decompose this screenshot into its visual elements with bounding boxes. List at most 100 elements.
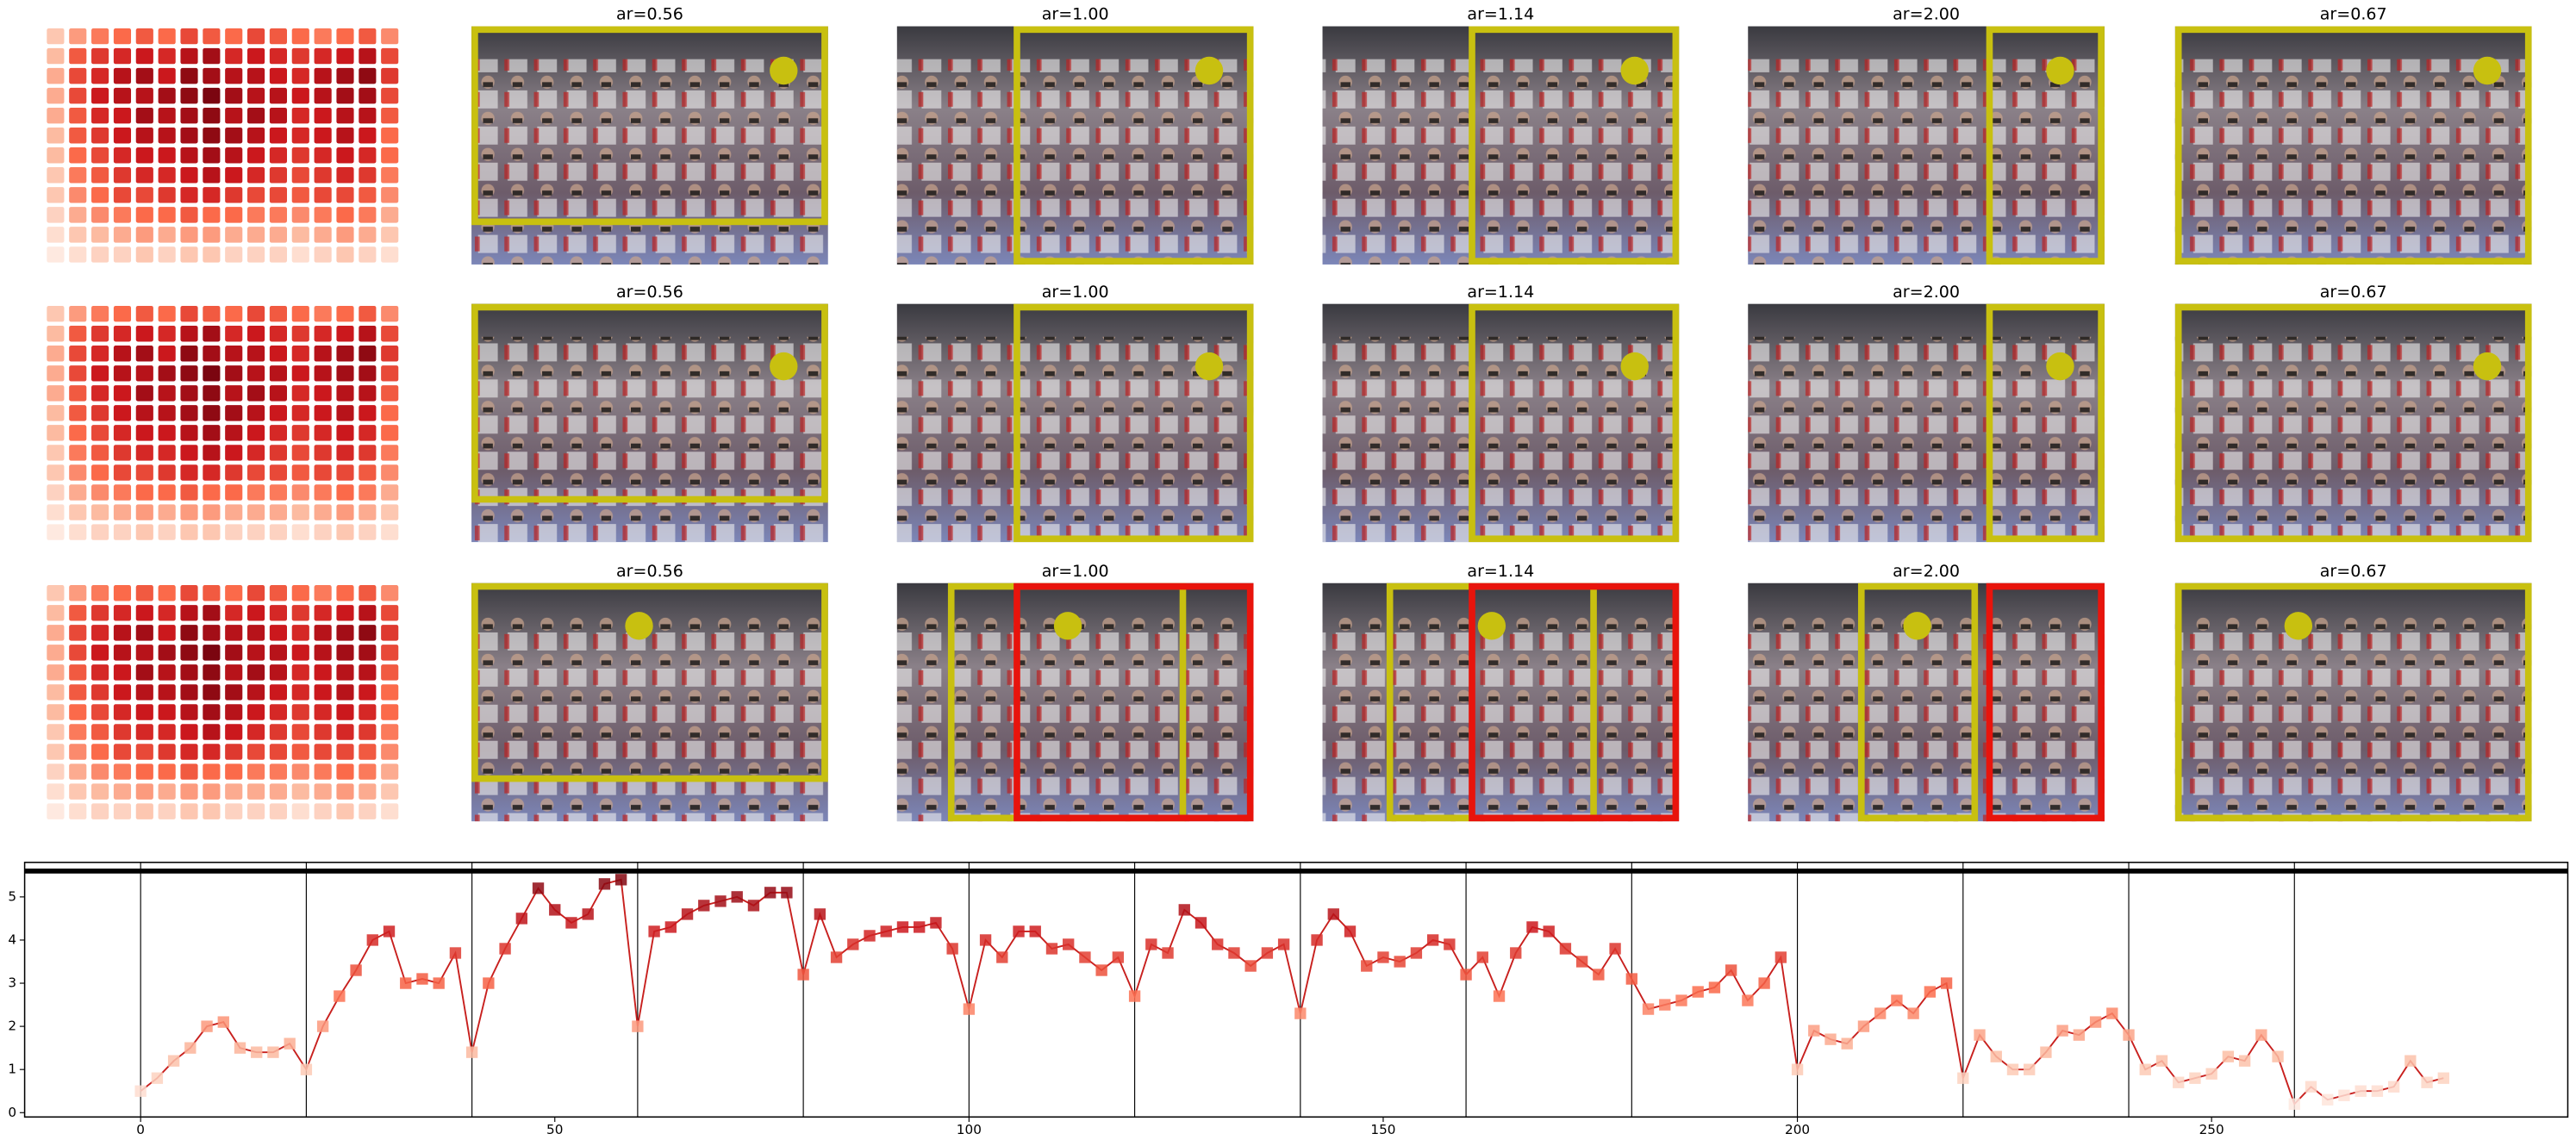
heatmap-cell	[291, 744, 309, 760]
heatmap-cell	[203, 346, 221, 362]
heatmap-cell	[225, 484, 243, 501]
panel-title: ar=1.00	[1042, 562, 1109, 581]
point-marker	[1891, 994, 1903, 1006]
point-marker	[648, 925, 660, 938]
heatmap-cell	[91, 625, 109, 641]
heatmap-cell	[203, 227, 221, 243]
heatmap-cell	[381, 246, 399, 263]
point-marker	[963, 1003, 976, 1015]
heatmap-cell	[47, 107, 65, 124]
heatmap-cell	[359, 504, 377, 520]
photo-texture	[471, 336, 828, 543]
heatmap-cell	[359, 246, 377, 263]
heatmap-cell	[203, 445, 221, 461]
point-marker	[1725, 964, 1737, 976]
heatmap-cell	[359, 147, 377, 164]
heatmap-cell	[203, 704, 221, 720]
point-marker	[914, 921, 926, 933]
heatmap-cell	[314, 326, 332, 342]
point-marker	[946, 943, 958, 955]
heatmap-cell	[269, 67, 287, 84]
heatmap-cell	[91, 524, 109, 540]
crop-box	[1014, 303, 1254, 543]
heatmap-cell	[359, 585, 377, 601]
heatmap-cell	[47, 227, 65, 243]
heatmap-cell	[247, 524, 265, 540]
heatmap-cell	[381, 67, 399, 84]
point-marker	[1824, 1033, 1837, 1045]
point-marker	[1675, 994, 1687, 1006]
point-marker	[1277, 938, 1290, 950]
heatmap-cell	[225, 167, 243, 184]
point-marker	[864, 930, 876, 942]
heatmap-cell	[47, 346, 65, 362]
heatmap-cell	[113, 405, 132, 421]
focus-point	[1194, 56, 1224, 85]
heatmap-cell	[225, 107, 243, 124]
heatmap-cell	[247, 783, 265, 800]
point-marker	[2355, 1085, 2367, 1097]
heatmap-cell	[47, 645, 65, 661]
heatmap-cell	[225, 385, 243, 402]
heatmap-cell	[336, 585, 354, 601]
point-marker	[1377, 951, 1389, 963]
heatmap-cell	[135, 167, 153, 184]
heatmap-cell	[203, 803, 221, 819]
panel-title: ar=0.67	[2320, 283, 2387, 302]
heatmap-cell	[158, 645, 176, 661]
heatmap-cell	[336, 645, 354, 661]
point-marker	[698, 900, 710, 912]
point-marker	[764, 887, 777, 899]
point-marker	[1261, 947, 1274, 959]
heatmap-cell	[381, 504, 399, 520]
heatmap-cell	[247, 346, 265, 362]
heatmap-cell	[91, 605, 109, 621]
point-marker	[996, 951, 1008, 963]
heatmap-cell	[47, 305, 65, 322]
heatmap-cell	[336, 227, 354, 243]
heatmap-cell	[47, 744, 65, 760]
heatmap-cell	[291, 783, 309, 800]
heatmap-cell	[69, 605, 87, 621]
heatmap-cell	[69, 783, 87, 800]
heatmap-cell	[69, 484, 87, 501]
heatmap-cell	[135, 803, 153, 819]
point-marker	[731, 891, 743, 903]
heatmap-cell	[269, 246, 287, 263]
heatmap-cell	[247, 684, 265, 701]
heatmap-cell	[203, 326, 221, 342]
point-marker	[2024, 1063, 2036, 1075]
point-marker	[598, 878, 611, 890]
heatmap-cell	[158, 484, 176, 501]
heatmap-cell	[135, 28, 153, 45]
heatmap-cell	[336, 664, 354, 681]
point-marker	[1808, 1025, 1820, 1037]
heatmap-cell	[113, 425, 132, 441]
heatmap-cell	[336, 167, 354, 184]
point-marker	[1758, 977, 1770, 989]
point-marker	[267, 1046, 279, 1058]
heatmap-cell	[91, 783, 109, 800]
heatmap-cell	[359, 326, 377, 342]
heatmap-cell	[135, 763, 153, 780]
heatmap-cell	[359, 763, 377, 780]
heatmap-cell	[291, 107, 309, 124]
heatmap-cell	[135, 227, 153, 243]
point-marker	[1013, 925, 1025, 938]
heatmap-cell	[381, 405, 399, 421]
heatmap-cell	[113, 524, 132, 540]
heatmap-cell	[158, 67, 176, 84]
heatmap-cell	[135, 664, 153, 681]
heatmap-cell	[135, 724, 153, 740]
heatmap-cell	[47, 524, 65, 540]
heatmap-cell	[113, 504, 132, 520]
heatmap-cell	[359, 445, 377, 461]
point-marker	[515, 913, 527, 925]
heatmap-cell	[225, 664, 243, 681]
crop-box	[2174, 26, 2532, 265]
heatmap-cell	[69, 425, 87, 441]
point-marker	[930, 917, 942, 929]
heatmap-cell	[336, 763, 354, 780]
focus-point	[1477, 612, 1506, 640]
